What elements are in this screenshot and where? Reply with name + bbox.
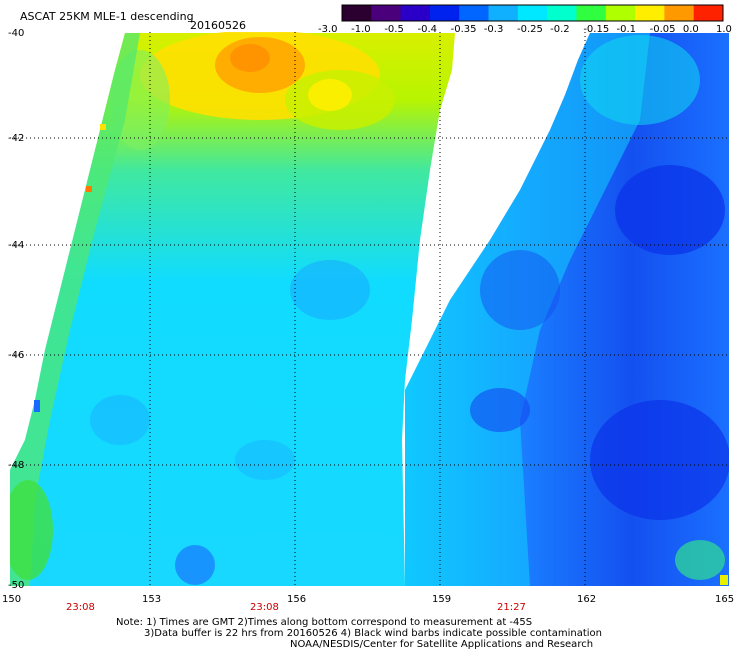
colorbar-tick-label: -0.3 [483, 24, 504, 35]
footer-note-2: 3)Data buffer is 22 hrs from 20160526 4)… [144, 628, 602, 639]
map-date: 20160526 [190, 19, 246, 32]
lon-label: 159 [432, 594, 452, 605]
lon-label: 162 [577, 594, 597, 605]
colorbar [341, 4, 724, 22]
colorbar-tick-label: -0.15 [583, 24, 610, 35]
colorbar-swatch [547, 5, 577, 21]
lon-label: 150 [2, 594, 22, 605]
colorbar-tick-label: -0.1 [616, 24, 637, 35]
graticule [10, 32, 729, 586]
pass-time: 23:08 [66, 602, 95, 613]
pass-time: 23:08 [250, 602, 279, 613]
colorbar-swatch [400, 5, 431, 21]
colorbar-swatch [664, 5, 695, 21]
colorbar-swatch [605, 5, 636, 21]
colorbar-tick-label: 1.0 [716, 24, 732, 35]
colorbar-tick-label: -0.25 [517, 24, 543, 35]
lat-label: -50 [8, 580, 25, 591]
colorbar-swatch [576, 5, 607, 21]
colorbar-frame [341, 4, 724, 22]
lat-label: -46 [8, 350, 25, 361]
lat-label: -48 [8, 460, 25, 471]
colorbar-swatch [342, 5, 372, 21]
colorbar-tick-label: -1.0 [351, 24, 371, 35]
colorbar-swatch [459, 5, 490, 21]
colorbar-tick-label: 0.0 [682, 24, 699, 35]
lon-label: 156 [287, 594, 307, 605]
colorbar-tick-label: -0.4 [417, 24, 438, 35]
colorbar-tick-label: -3.0 [318, 24, 338, 35]
colorbar-swatch [693, 5, 724, 21]
pass-time: 21:27 [497, 602, 526, 613]
colorbar-tick-label: -0.35 [450, 24, 477, 35]
colorbar-tick-label: -0.05 [649, 24, 676, 35]
footer-note-1: Note: 1) Times are GMT 2)Times along bot… [116, 617, 533, 628]
lon-label: 153 [142, 594, 162, 605]
lat-label: -40 [8, 28, 25, 39]
colorbar-swatch [429, 5, 460, 21]
lat-label: -42 [8, 133, 25, 144]
lat-label: -44 [8, 240, 25, 251]
colorbar-tick-label: -0.5 [384, 24, 404, 35]
footer-note-3: NOAA/NESDIS/Center for Satellite Applica… [290, 639, 594, 650]
lon-label: 165 [715, 594, 735, 605]
colorbar-swatch [488, 5, 519, 21]
colorbar-swatch [635, 5, 665, 21]
colorbar-swatch [517, 5, 548, 21]
swath-west [10, 33, 455, 586]
colorbar-swatch [371, 5, 402, 21]
map-title: ASCAT 25KM MLE-1 descending [20, 10, 194, 23]
colorbar-tick-label: -0.2 [550, 24, 570, 35]
